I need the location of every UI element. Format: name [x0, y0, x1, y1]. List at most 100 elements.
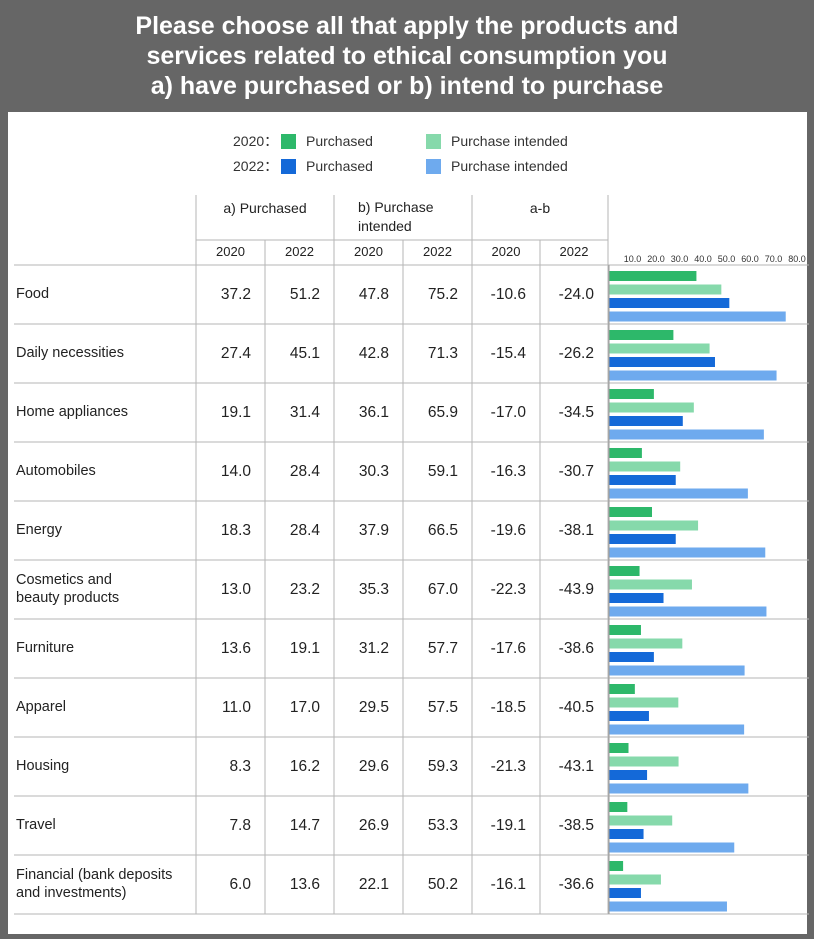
bar: [609, 724, 745, 735]
table-cell: 59.1: [427, 463, 458, 480]
x-tick-label: 50.0: [718, 254, 736, 264]
row-label: Apparel: [16, 698, 66, 715]
table-cell: 27.4: [220, 345, 251, 362]
table-cell: -17.0: [490, 404, 526, 421]
group-header: a) Purchased: [223, 200, 307, 216]
table-cell: 37.9: [358, 522, 389, 539]
bar: [609, 815, 673, 826]
bar: [609, 429, 764, 440]
bar: [609, 416, 683, 426]
year-header: 2022: [559, 244, 589, 259]
year-header: 2022: [285, 244, 314, 259]
table-cell: 42.8: [358, 345, 389, 362]
bar: [609, 579, 692, 590]
table-cell: -22.3: [490, 581, 526, 598]
table-cell: 29.6: [358, 758, 389, 775]
table-cell: 59.3: [427, 758, 458, 775]
table-cell: 28.4: [289, 463, 320, 480]
table-cell: 37.2: [220, 286, 251, 303]
row-label: Automobiles: [16, 462, 96, 479]
table-cell: -16.1: [490, 876, 526, 893]
table-cell: 22.1: [358, 876, 389, 893]
table-cell: 57.7: [427, 640, 458, 657]
table-cell: 47.8: [358, 286, 389, 303]
row-label: Energy: [16, 521, 62, 538]
table-cell: -10.6: [490, 286, 526, 303]
table-cell: 36.1: [358, 404, 389, 421]
table-cell: -43.1: [558, 758, 594, 775]
bar: [609, 625, 641, 635]
table-cell: 17.0: [289, 699, 320, 716]
table-cell: 35.3: [358, 581, 389, 598]
table-cell: -43.9: [558, 581, 594, 598]
bar: [609, 606, 767, 617]
table-cell: -38.5: [558, 817, 594, 834]
bar: [609, 697, 679, 708]
bar: [609, 743, 629, 753]
table-cell: 13.0: [220, 581, 251, 598]
table-cell: 23.2: [289, 581, 320, 598]
bar: [609, 861, 624, 871]
bar: [609, 357, 715, 367]
table-cell: 50.2: [427, 876, 458, 893]
bar: [609, 802, 628, 812]
table-cell: 30.3: [358, 463, 389, 480]
bar: [609, 593, 664, 603]
table-cell: -38.6: [558, 640, 594, 657]
table-cell: 18.3: [220, 522, 251, 539]
legend-year-2020: 2020：: [233, 133, 279, 149]
row-label: Food: [16, 285, 50, 302]
table-cell: -38.1: [558, 522, 594, 539]
table-cell: 28.4: [289, 522, 320, 539]
legend-year-2022: 2022：: [233, 158, 279, 174]
row-label: Furniture: [16, 639, 75, 656]
year-header: 2020: [491, 244, 521, 259]
bar: [609, 665, 745, 676]
table-cell: 13.6: [220, 640, 251, 657]
table-cell: 75.2: [427, 286, 458, 303]
legend-swatch-intended-2022: [426, 158, 441, 174]
bar: [609, 842, 735, 853]
legend-label-intended-2020: Purchase intended: [451, 133, 568, 149]
table-cell: -19.1: [490, 817, 526, 834]
table-cell: -15.4: [490, 345, 526, 362]
table-cell: 14.0: [220, 463, 251, 480]
table-cell: -40.5: [558, 699, 594, 716]
table-cell: -19.6: [490, 522, 526, 539]
table-cell: 14.7: [289, 817, 320, 834]
table-cell: 31.2: [358, 640, 389, 657]
table-cell: 31.4: [289, 404, 320, 421]
title-line-3: a) have purchased or b) intend to purcha…: [150, 72, 664, 100]
table-cell: 51.2: [289, 286, 320, 303]
x-tick-label: 30.0: [671, 254, 689, 264]
bar: [609, 520, 699, 531]
bar: [609, 507, 653, 517]
table-cell: 71.3: [427, 345, 458, 362]
table-cell: 26.9: [358, 817, 389, 834]
bar: [609, 389, 654, 399]
legend-swatch-intended-2020: [426, 133, 441, 149]
bar: [609, 271, 697, 281]
legend-row-2020: 2020： Purchased Purchase intended: [233, 131, 591, 151]
table-cell: 8.3: [229, 758, 251, 775]
bar: [609, 284, 722, 295]
bar: [609, 711, 649, 721]
bar: [609, 829, 644, 839]
row-label: Financial (bank deposits and investments…: [16, 866, 173, 901]
table-cell: 65.9: [427, 404, 458, 421]
table-cell: 6.0: [229, 876, 251, 893]
table-cell: -21.3: [490, 758, 526, 775]
table-cell: 66.5: [427, 522, 458, 539]
table-cell: 57.5: [427, 699, 458, 716]
title-line-1: Please choose all that apply the product…: [135, 12, 679, 40]
bar: [609, 770, 648, 780]
group-header: b) Purchase intended: [358, 199, 434, 234]
table-cell: 11.0: [221, 699, 251, 716]
bar: [609, 461, 681, 472]
legend-label-purchased-2022: Purchased: [306, 158, 373, 174]
table-cell: 13.6: [289, 876, 320, 893]
row-label: Housing: [16, 757, 70, 774]
bar: [609, 652, 654, 662]
